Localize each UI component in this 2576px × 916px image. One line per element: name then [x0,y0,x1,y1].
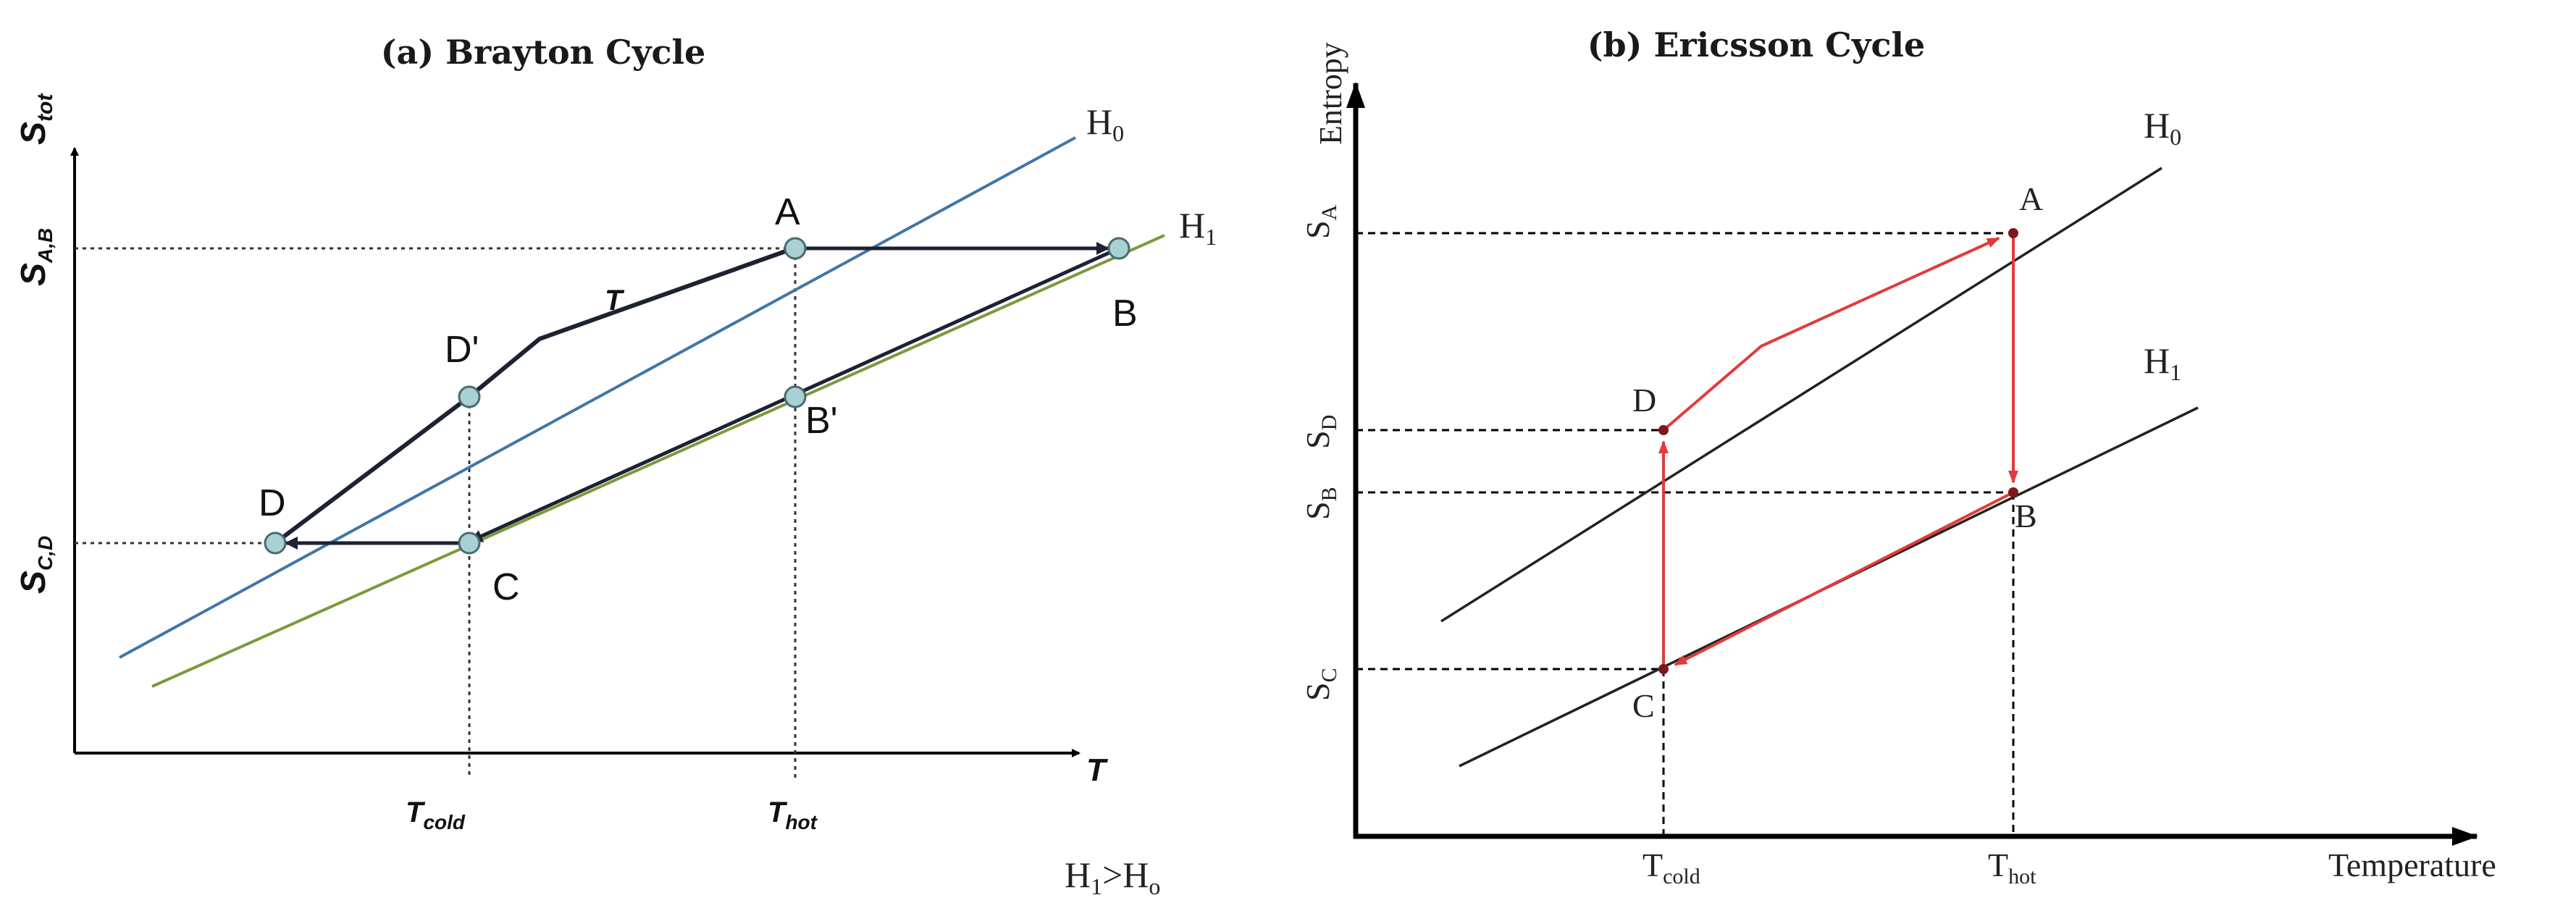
brayton-point-a [784,237,807,260]
brayton-h1-curve [151,234,1165,688]
brayton-h0-curve [119,136,1076,659]
brayton-h0-label: H0 [1086,101,1124,146]
ericsson-tick-t-cold: Tcold [1642,846,1700,888]
brayton-label-d-prime: D' [445,329,479,371]
brayton-label-a: A [775,191,800,233]
brayton-label-b-prime: B' [805,400,838,442]
brayton-point-b-prime [784,385,807,408]
brayton-footnote: H1>Ho [1065,854,1160,899]
ericsson-h0-label: H0 [2144,105,2181,150]
brayton-tick-s-ab: SA,B [14,228,56,286]
brayton-guide-lines [75,247,797,778]
brayton-cycle-path [274,242,1120,550]
ericsson-h1-label: H1 [2144,340,2181,385]
brayton-label-c: C [492,566,520,608]
ericsson-label-b: B [2015,497,2037,534]
brayton-point-d [264,531,287,555]
brayton-label-b: B [1112,293,1138,335]
brayton-tick-t-hot: Thot [768,797,818,833]
brayton-point-b [1107,237,1130,260]
brayton-tick-s-cd: SC,D [14,536,56,594]
ericsson-cycle-path [1658,233,2018,669]
ericsson-point-d [1658,425,1669,435]
ericsson-x-axis-label: Temperature [2328,846,2496,883]
ericsson-y-axis-label: Entropy [1313,42,1348,145]
brayton-tick-t-cold: Tcold [406,797,466,833]
brayton-title: (a) Brayton Cycle [381,33,705,72]
ericsson-guide-lines [1356,232,2015,836]
ericsson-tick-s-b: SB [1299,487,1341,520]
brayton-h1-label: H1 [1179,205,1217,250]
ericsson-label-a: A [2019,180,2043,217]
brayton-point-c [458,531,481,555]
ericsson-tick-s-c: SC [1299,668,1341,701]
ericsson-title: (b) Ericsson Cycle [1587,25,1926,64]
brayton-label-d: D [259,482,286,524]
ericsson-tick-t-hot: Thot [1988,846,2036,888]
ericsson-point-a [2008,228,2018,238]
brayton-point-d-prime [458,385,481,408]
ericsson-point-c [1658,664,1669,674]
brayton-x-axis-label: T [1086,752,1108,788]
panel-brayton: (a) Brayton Cycle Stot T SA,B SC,D Tcold… [14,33,1217,899]
panel-ericsson: (b) Ericsson Cycle Entropy Temperature S… [1299,25,2496,888]
brayton-path-label: T [605,285,625,316]
brayton-y-axis-label: Stot [14,93,57,145]
ericsson-tick-s-d: SD [1299,415,1341,449]
ericsson-point-b [2008,487,2018,497]
ericsson-h0-curve [1440,167,2162,623]
ericsson-label-c: C [1632,687,1655,724]
ericsson-label-d: D [1632,382,1656,419]
ericsson-tick-s-a: SA [1299,204,1341,239]
